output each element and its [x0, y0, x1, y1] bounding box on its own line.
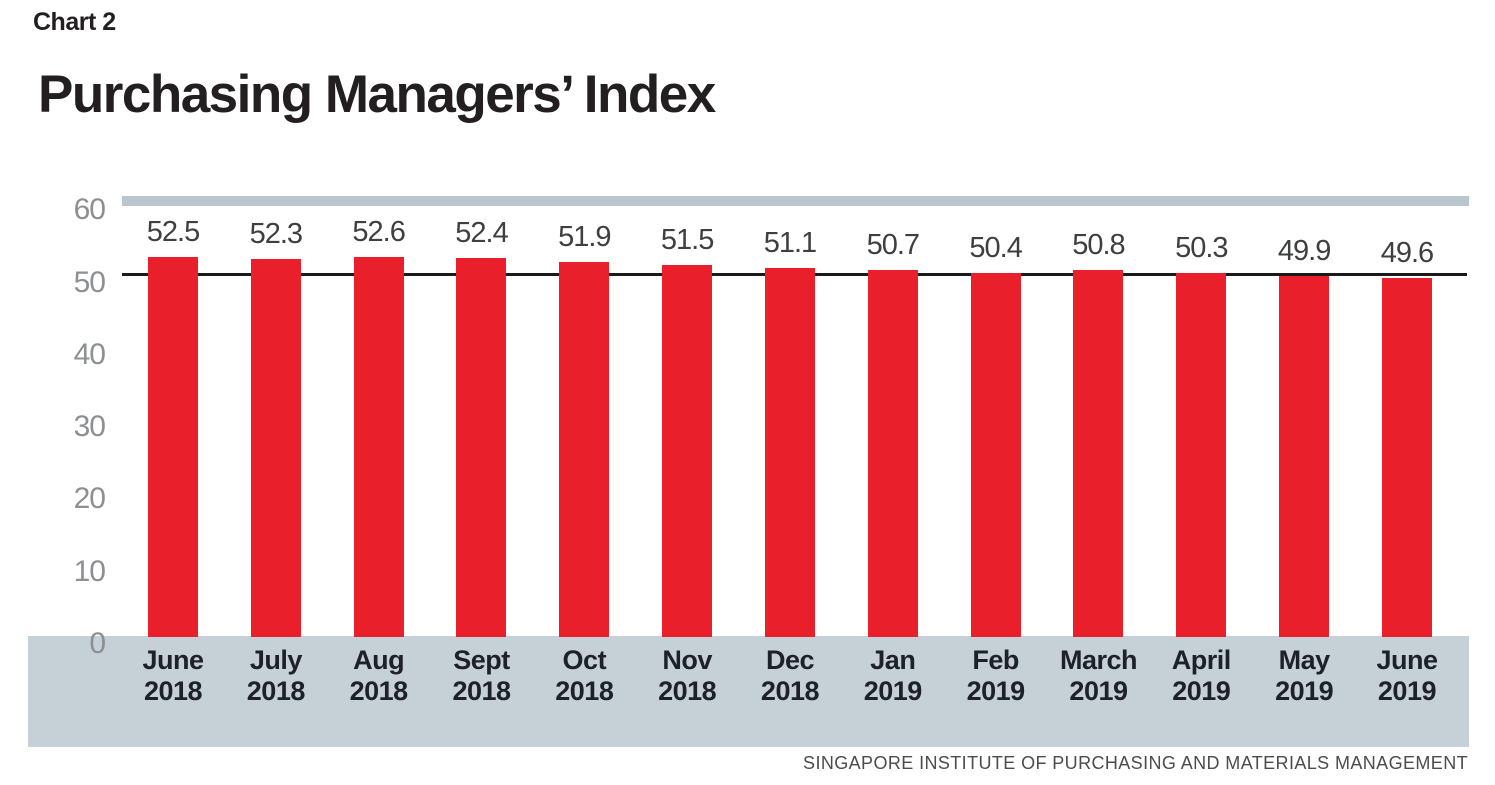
x-tick-month: July — [249, 645, 303, 675]
y-tick-label: 40 — [73, 337, 106, 371]
x-tick-label: June 2019 — [1347, 645, 1467, 707]
top-gridline-60 — [122, 196, 1469, 206]
x-tick-month: June — [142, 645, 204, 675]
y-tick-label: 60 — [73, 193, 106, 227]
bar-value-label: 51.1 — [763, 226, 817, 259]
bar-value-label: 50.4 — [969, 231, 1022, 264]
bar-value-label: 51.5 — [660, 223, 714, 256]
x-tick-label: May 2019 — [1244, 645, 1364, 707]
x-tick-year: 2018 — [246, 676, 306, 706]
x-tick-year: 2019 — [1172, 676, 1231, 706]
y-tick-label: 10 — [73, 554, 106, 588]
x-tick-label: Feb 2019 — [936, 645, 1056, 707]
bar — [1381, 278, 1432, 637]
x-tick-label: July 2018 — [216, 645, 336, 707]
x-axis-band — [28, 636, 1469, 747]
x-tick-month: Dec — [765, 645, 815, 675]
bar — [764, 267, 815, 637]
bar-value-label: 52.5 — [146, 216, 200, 249]
x-tick-year: 2018 — [555, 676, 614, 706]
x-tick-year: 2018 — [349, 676, 409, 706]
bar-value-label: 50.8 — [1072, 228, 1125, 261]
bar-value-label: 52.6 — [352, 215, 405, 248]
x-tick-label: Oct 2018 — [524, 645, 644, 707]
x-tick-label: Aug 2018 — [319, 645, 439, 707]
bar — [1176, 273, 1227, 637]
page-title: Purchasing Managers’ Index — [38, 65, 716, 124]
x-tick-month: Feb — [972, 645, 1019, 675]
x-tick-month: May — [1278, 645, 1331, 675]
x-tick-label: Nov 2018 — [627, 645, 747, 707]
y-tick-label: 0 — [89, 627, 106, 660]
x-tick-month: Oct — [562, 645, 607, 675]
x-tick-year: 2019 — [1275, 676, 1334, 706]
x-tick-year: 2019 — [1069, 676, 1128, 706]
bar — [250, 258, 301, 637]
x-tick-year: 2018 — [658, 676, 717, 706]
y-tick-label: 30 — [73, 410, 106, 444]
x-tick-month: Nov — [662, 645, 712, 675]
x-tick-month: Aug — [353, 645, 405, 675]
bar — [148, 257, 198, 637]
bar — [970, 272, 1021, 637]
bar-value-label: 49.9 — [1277, 235, 1331, 268]
x-tick-month: June — [1376, 645, 1438, 675]
x-tick-label: March 2019 — [1038, 645, 1158, 707]
bar — [456, 258, 507, 637]
bar — [559, 261, 610, 637]
bar — [1073, 269, 1124, 637]
bar-value-label: 52.3 — [249, 217, 303, 250]
x-tick-label: Dec 2018 — [730, 645, 850, 707]
chart-kicker: Chart 2 — [33, 8, 116, 36]
bar — [662, 264, 713, 637]
x-tick-year: 2019 — [966, 676, 1026, 706]
y-tick-label: 50 — [73, 265, 106, 299]
bar-value-label: 49.6 — [1380, 237, 1434, 270]
bar — [1279, 276, 1330, 637]
source-attribution: SINGAPORE INSTITUTE OF PURCHASING AND MA… — [803, 753, 1468, 773]
bar-value-label: 50.3 — [1175, 232, 1228, 265]
x-tick-month: Jan — [870, 645, 916, 675]
x-tick-year: 2019 — [1377, 676, 1437, 706]
bar — [353, 256, 404, 637]
x-tick-label: April 2019 — [1141, 645, 1261, 707]
bar-value-label: 52.4 — [455, 217, 508, 250]
bar-value-label: 51.9 — [558, 220, 611, 253]
x-tick-year: 2018 — [760, 676, 820, 706]
x-tick-month: Sept — [453, 645, 510, 675]
x-tick-year: 2018 — [452, 676, 511, 706]
bar-value-label: 50.7 — [866, 229, 920, 262]
bar — [867, 270, 918, 637]
x-tick-label: June 2018 — [113, 645, 233, 707]
y-tick-label: 20 — [73, 482, 106, 516]
x-tick-year: 2019 — [863, 676, 923, 706]
x-tick-month: March — [1059, 645, 1138, 675]
x-tick-month: April — [1171, 645, 1232, 675]
x-tick-label: Jan 2019 — [833, 645, 953, 707]
x-tick-year: 2018 — [143, 676, 203, 706]
x-tick-label: Sept 2018 — [421, 645, 541, 707]
